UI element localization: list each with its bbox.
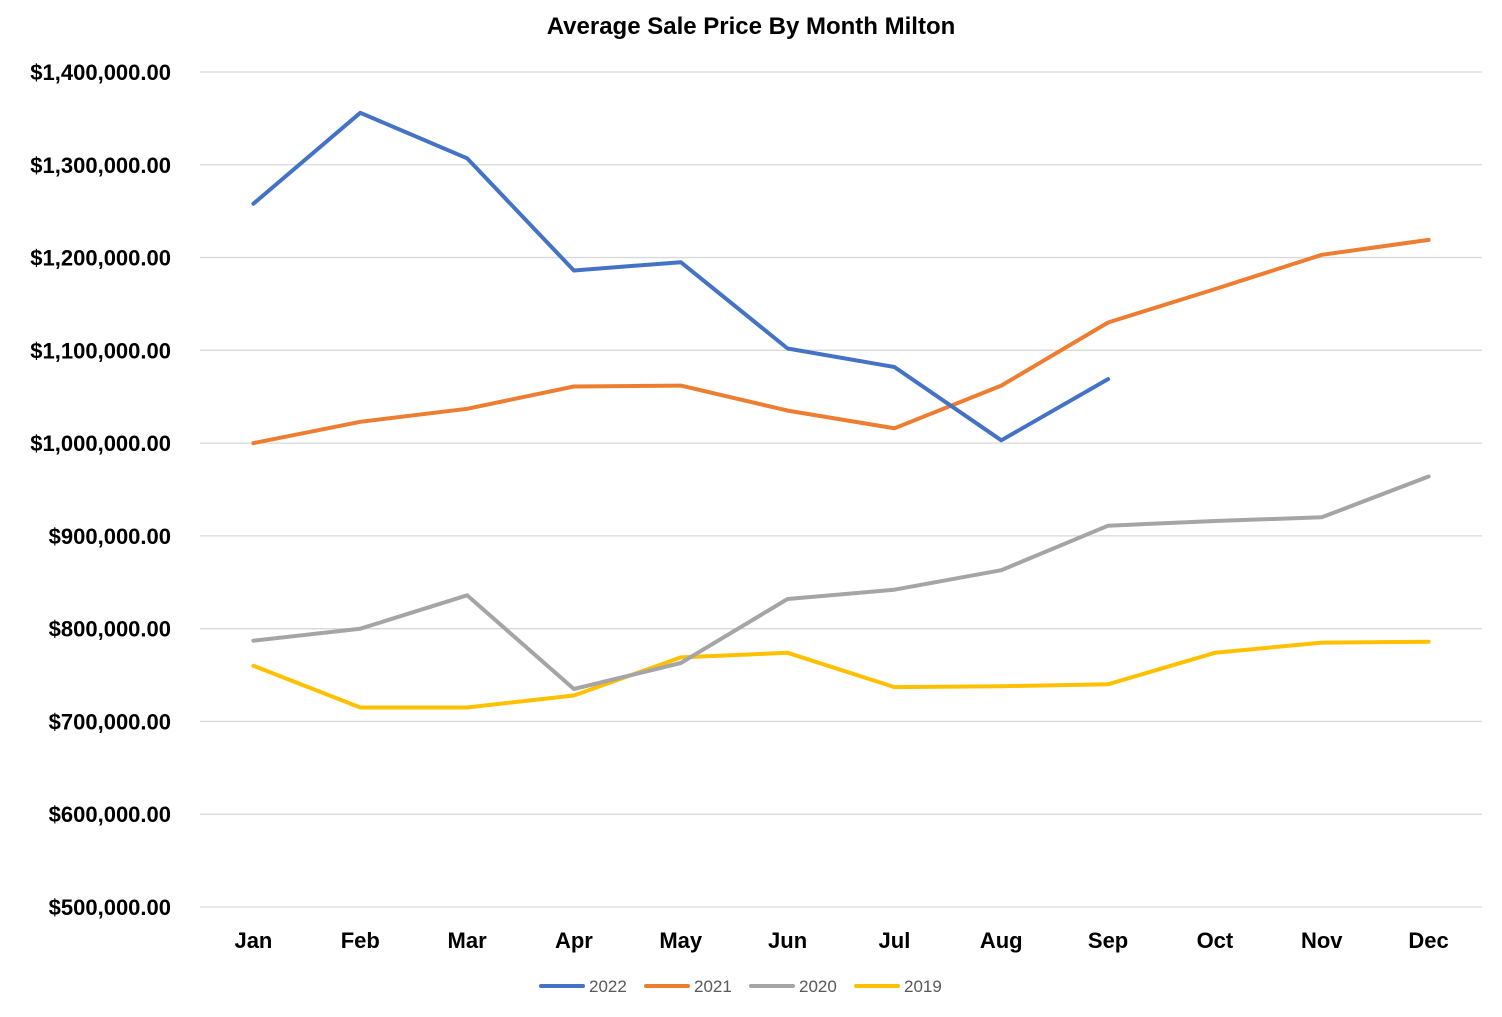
y-tick-label: $500,000.00 [49,895,171,920]
x-tick-label: Jan [234,928,272,953]
y-tick-label: $1,200,000.00 [30,246,171,271]
legend-label: 2020 [799,977,837,996]
x-tick-label: Nov [1301,928,1343,953]
y-tick-label: $900,000.00 [49,524,171,549]
legend-item-2019: 2019 [854,977,942,996]
legend-label: 2019 [904,977,942,996]
y-tick-label: $600,000.00 [49,802,171,827]
y-tick-label: $1,300,000.00 [30,153,171,178]
legend-label: 2021 [694,977,732,996]
series-line-2019 [251,639,1431,710]
x-tick-label: Apr [555,928,593,953]
legend-item-2020: 2020 [749,977,837,996]
series-line-2022 [251,110,1111,443]
y-tick-label: $1,000,000.00 [30,431,171,456]
series-lines [251,110,1431,710]
gridlines [200,71,1482,908]
chart-title: Average Sale Price By Month Milton [547,13,956,40]
y-tick-label: $1,100,000.00 [30,338,171,363]
y-tick-label: $800,000.00 [49,617,171,642]
x-tick-label: Jul [879,928,911,953]
x-tick-label: Mar [448,928,488,953]
series-line-2020 [251,474,1431,691]
x-tick-label: Dec [1408,928,1448,953]
y-tick-label: $700,000.00 [49,709,171,734]
legend-item-2022: 2022 [539,977,627,996]
series-line-2021 [251,237,1431,446]
x-tick-label: Jun [768,928,807,953]
x-tick-label: Aug [980,928,1023,953]
y-axis-ticks: $500,000.00 $600,000.00 $700,000.00 $800,00… [30,60,171,920]
x-tick-label: Sep [1088,928,1128,953]
x-tick-label: May [659,928,703,953]
legend: 2022 2021 2020 2019 [539,977,942,996]
legend-item-2021: 2021 [644,977,732,996]
x-tick-label: Feb [341,928,380,953]
x-tick-label: Oct [1197,928,1234,953]
legend-label: 2022 [589,977,627,996]
y-tick-label: $1,400,000.00 [30,60,171,85]
x-axis-ticks: Jan Feb Mar Apr May Jun Jul Aug Sep Oct Nov Dec [234,928,1448,953]
